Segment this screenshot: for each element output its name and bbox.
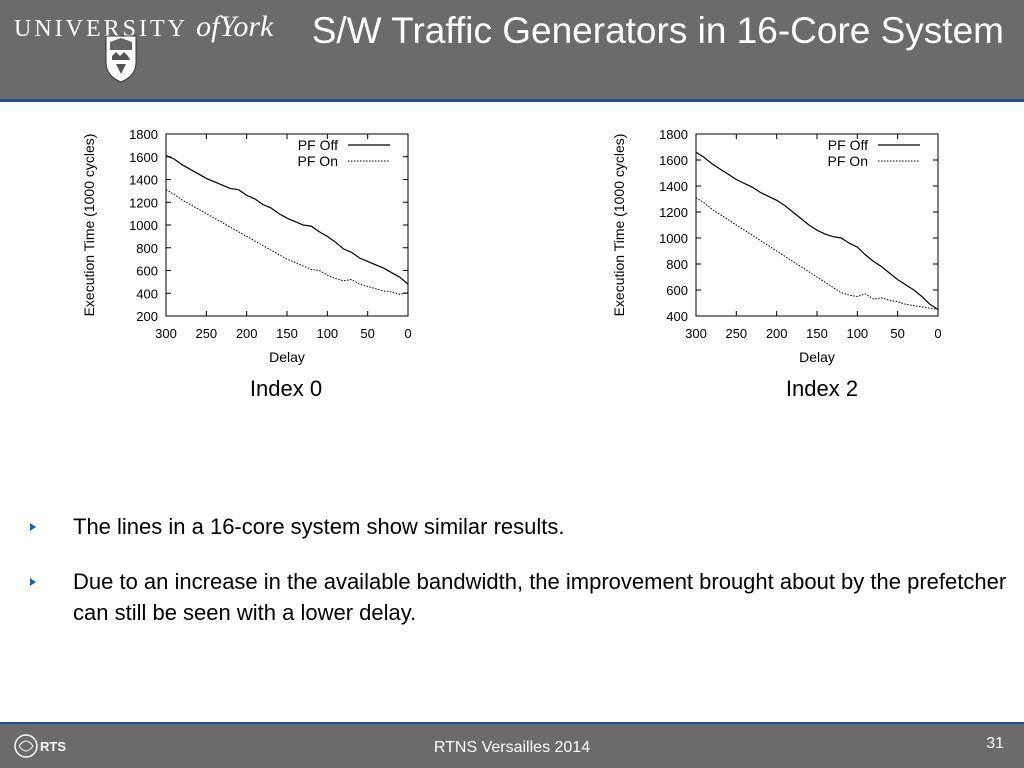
series-line	[165, 189, 409, 295]
chart-index-0: 200 400 600 800 1000 1200 1400 1600 1800 300 250 20…	[78, 114, 428, 379]
y-tick-label: 1000	[129, 218, 158, 233]
x-tick-label: 0	[404, 326, 411, 341]
legend-label: PF Off	[828, 137, 868, 153]
x-tick-label: 150	[276, 326, 298, 341]
bullet-text: Due to an increase in the available band…	[73, 569, 1007, 625]
x-tick-label: 50	[890, 326, 904, 341]
crest-icon	[105, 35, 137, 83]
page-number: 31	[986, 735, 1004, 752]
x-tick-label: 50	[360, 326, 374, 341]
y-tick-label: 1400	[659, 179, 688, 194]
x-axis-label: Delay	[799, 349, 835, 365]
logo-text-main: UNIVERSITY	[14, 16, 188, 42]
bullet-item: Due to an increase in the available band…	[30, 566, 1015, 628]
plot-frame	[165, 133, 409, 317]
chart-caption-2: Index 2	[785, 376, 859, 401]
legend-label: PF Off	[298, 137, 338, 153]
bullet-item: The lines in a 16-core system show simil…	[30, 511, 1015, 542]
footer-bar: RTS RTNS Versailles 2014 31	[0, 722, 1024, 768]
y-tick-label: 800	[136, 241, 158, 256]
y-tick-label: 400	[136, 286, 158, 301]
header-bar: UNIVERSITY ofYork S/W Traffic Generators…	[0, 0, 1024, 102]
bullet-list: The lines in a 16-core system show simil…	[30, 511, 1015, 652]
page-title: S/W Traffic Generators in 16-Core System	[311, 10, 1004, 51]
series-line	[695, 197, 939, 310]
x-axis-label: Delay	[269, 349, 305, 365]
y-tick-label: 1800	[129, 127, 158, 142]
x-tick-label: 0	[934, 326, 941, 341]
y-tick-label: 1600	[659, 153, 688, 168]
university-logo: UNIVERSITY ofYork	[14, 10, 273, 44]
y-tick-label: 400	[666, 309, 688, 324]
y-tick-label: 1200	[129, 195, 158, 210]
y-tick-label: 1000	[659, 231, 688, 246]
x-tick-label: 150	[806, 326, 828, 341]
x-tick-label: 100	[846, 326, 868, 341]
y-tick-label: 1800	[659, 127, 688, 142]
x-tick-label: 250	[725, 326, 747, 341]
y-tick-label: 1400	[129, 173, 158, 188]
x-tick-label: 100	[316, 326, 338, 341]
x-tick-label: 250	[195, 326, 217, 341]
chart-index-2: 400 600 800 1000 1200 1400 1600 1800 300 250 200 15…	[608, 114, 958, 379]
y-tick-label: 600	[136, 264, 158, 279]
y-tick-label: 1200	[659, 205, 688, 220]
series-line	[165, 155, 409, 285]
bullet-marker-icon	[30, 523, 36, 531]
plot-frame	[695, 133, 939, 317]
footer-logo-text: RTS	[40, 739, 66, 754]
series-line	[695, 151, 939, 311]
logo-text-of: of	[196, 10, 220, 43]
y-tick-label: 1600	[129, 150, 158, 165]
bullet-text: The lines in a 16-core system show simil…	[73, 514, 565, 539]
y-tick-label: 800	[666, 257, 688, 272]
y-tick-label: 600	[666, 283, 688, 298]
chart-caption-0: Index 0	[249, 376, 323, 401]
y-tick-label: 200	[136, 309, 158, 324]
x-tick-label: 200	[766, 326, 788, 341]
y-axis-label: Execution Time (1000 cycles)	[611, 134, 627, 317]
legend-label: PF On	[828, 153, 868, 169]
logo-text-york: York	[219, 10, 274, 43]
rts-logo-icon: RTS	[14, 734, 66, 758]
legend-label: PF On	[298, 153, 338, 169]
x-tick-label: 200	[236, 326, 258, 341]
x-tick-label: 300	[685, 326, 707, 341]
x-tick-label: 300	[155, 326, 177, 341]
bullet-marker-icon	[30, 578, 36, 586]
footer-text: RTNS Versailles 2014	[433, 739, 591, 756]
y-axis-label: Execution Time (1000 cycles)	[81, 134, 97, 317]
